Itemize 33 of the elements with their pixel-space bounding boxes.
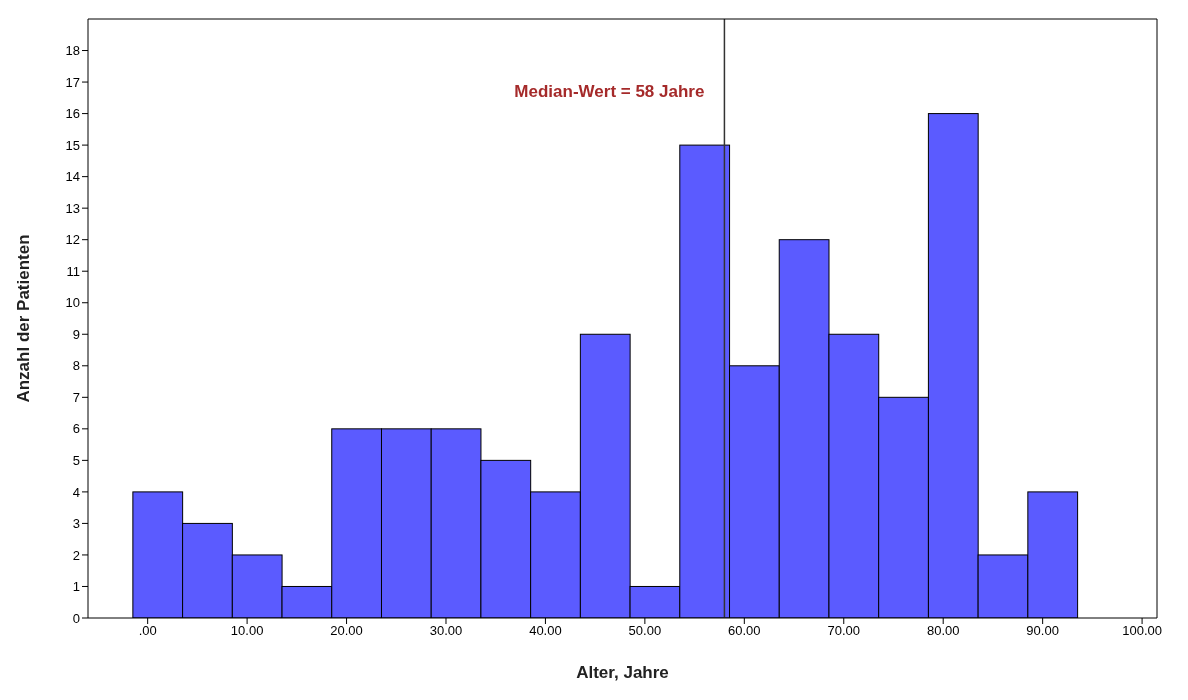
x-tick-label: 20.00 [330, 623, 363, 639]
x-tick-label: 80.00 [926, 623, 960, 639]
x-tick-label: 60.00 [728, 623, 761, 639]
y-tick-label: 6 [72, 421, 80, 437]
y-tick-label: 13 [65, 200, 80, 216]
y-tick-label: 9 [72, 326, 80, 342]
x-tick-label: 70.00 [827, 623, 861, 639]
y-tick-label: 4 [72, 484, 80, 500]
y-tick-label: 0 [72, 610, 80, 626]
x-axis-title: Alter, Jahre [576, 663, 669, 682]
y-tick-label: 5 [72, 452, 80, 468]
x-tick-label: 30.00 [429, 623, 463, 639]
x-tick-label: 100.00 [1122, 623, 1162, 639]
y-tick-label: 17 [65, 74, 80, 90]
ref-line-label: Median-Wert = 58 Jahre [514, 82, 705, 101]
y-tick-label: 10 [65, 295, 80, 311]
y-tick-label: 1 [72, 579, 80, 595]
x-tick-label: .00 [138, 623, 157, 639]
y-tick-label: 8 [72, 358, 80, 374]
x-tick-label: 90.00 [1026, 623, 1059, 639]
y-tick-label: 7 [72, 389, 80, 405]
y-tick-label: 15 [65, 137, 80, 153]
y-tick-label: 16 [65, 106, 80, 122]
x-tick-label: 40.00 [529, 623, 562, 639]
y-tick-label: 2 [72, 547, 80, 563]
y-tick-label: 3 [72, 516, 80, 532]
y-axis-title: Anzahl der Patienten [14, 234, 34, 403]
y-tick-label: 12 [65, 232, 80, 248]
y-tick-label: 14 [65, 169, 80, 185]
x-tick-label: 10.00 [230, 623, 264, 639]
y-tick-label: 18 [65, 43, 80, 59]
x-tick-label: 50.00 [628, 623, 662, 639]
y-tick-label: 11 [66, 263, 80, 279]
